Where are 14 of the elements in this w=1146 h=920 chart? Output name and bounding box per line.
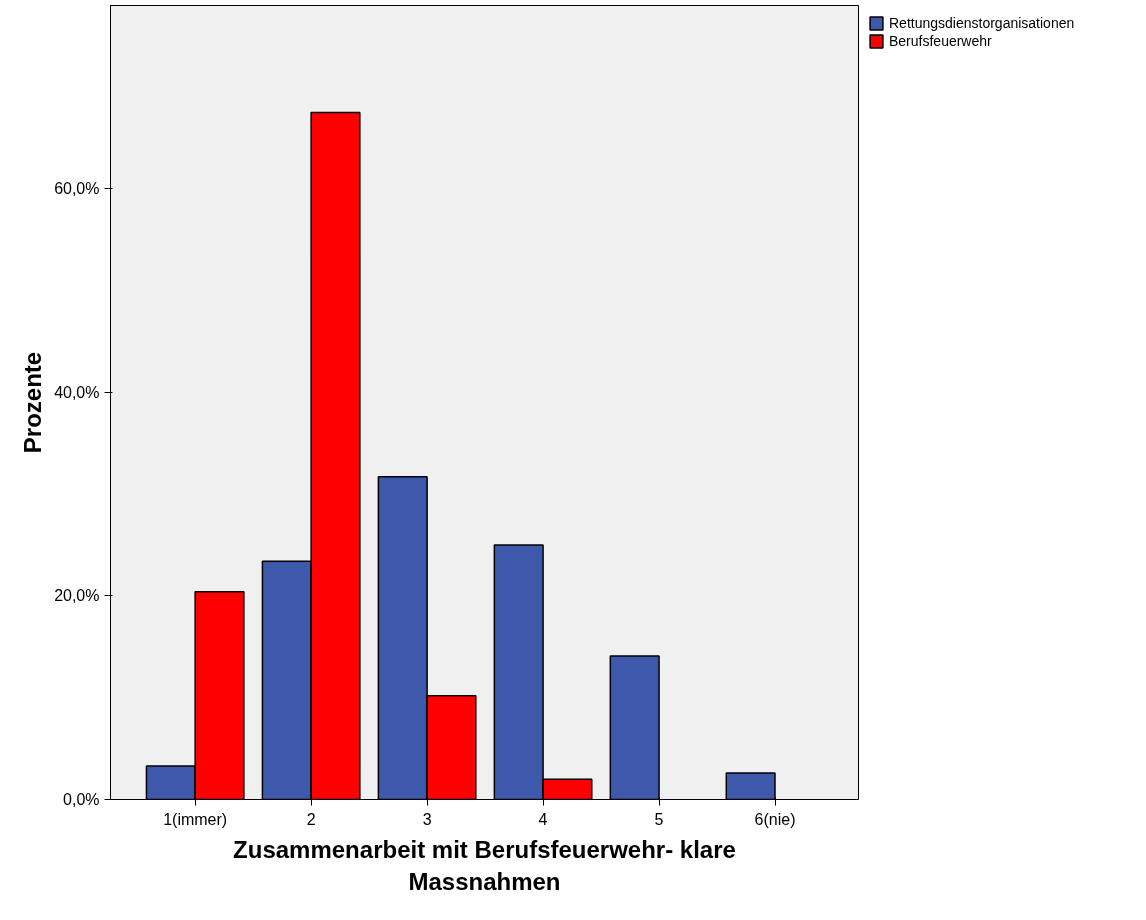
- y-tick-label: 20,0%: [54, 587, 100, 605]
- x-tick-label: 6(nie): [754, 810, 796, 828]
- y-axis-title: Prozente: [19, 351, 47, 454]
- x-tick-label: 5: [654, 810, 664, 828]
- y-tick-label: 60,0%: [54, 180, 100, 198]
- x-tick-label: 4: [538, 810, 548, 828]
- y-tick-label: 40,0%: [54, 383, 100, 401]
- x-tick-label: 2: [306, 810, 316, 828]
- legend-label: Rettungsdienstorganisationen: [889, 15, 1075, 31]
- y-tick-label: 0,0%: [63, 791, 100, 808]
- x-axis-title: Zusammenarbeit mit Berufsfeuerwehr- klare Massnahmen: [233, 835, 736, 895]
- x-tick-label: 1(immer): [163, 810, 228, 828]
- legend-label: Berufsfeuerwehr: [889, 33, 992, 49]
- x-tick-label: 3: [422, 810, 432, 828]
